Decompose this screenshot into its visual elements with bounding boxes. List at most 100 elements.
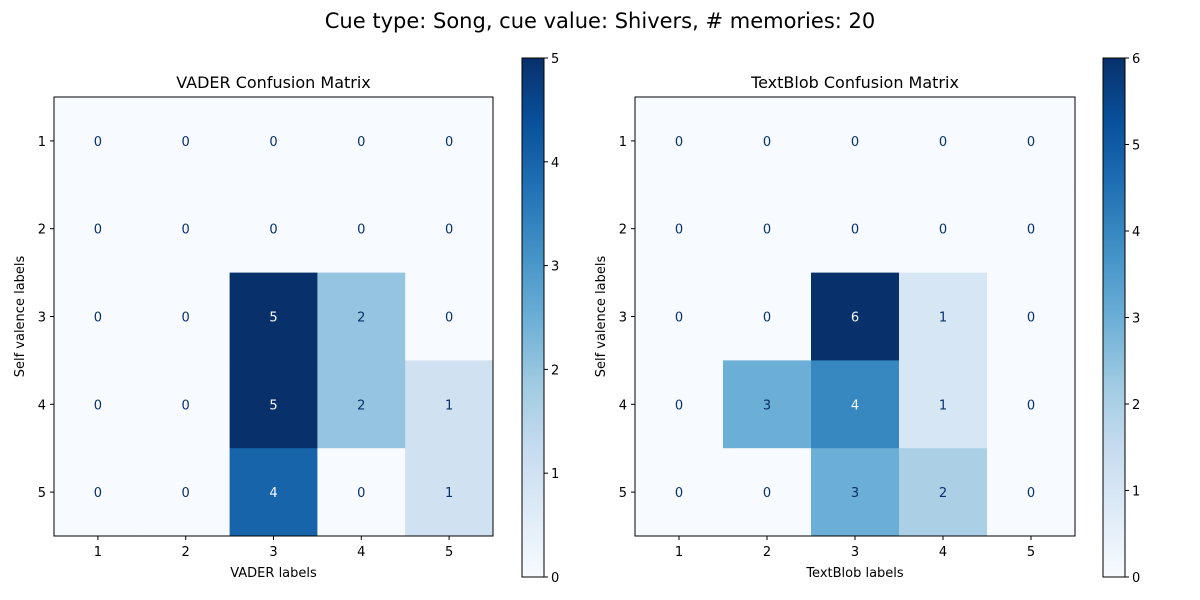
cell-value-label: 0 xyxy=(675,398,683,413)
colorbar-tick-label: 5 xyxy=(551,52,559,67)
x-tick-label: 2 xyxy=(182,545,190,560)
x-tick-label: 4 xyxy=(939,545,947,560)
heatmap-cell xyxy=(987,184,1076,274)
heatmap-cell xyxy=(899,97,988,186)
cell-value-label: 0 xyxy=(851,135,859,150)
cell-value-label: 2 xyxy=(357,311,365,326)
colorbar xyxy=(521,57,545,578)
cell-value-label: 0 xyxy=(445,311,453,326)
heatmap-cell xyxy=(317,272,406,361)
heatmap-cell xyxy=(811,448,900,537)
cell-value-label: 1 xyxy=(445,486,453,501)
heatmap-cell xyxy=(811,97,900,186)
heatmap-cell xyxy=(54,360,143,449)
heatmap-cell xyxy=(54,272,143,361)
heatmap-cell xyxy=(635,272,724,361)
y-tick-label: 5 xyxy=(38,486,46,501)
panels: 0 0 0 0 0 0 0 0 0 0 0 0 5 2 0 0 0 5 2 1 0 0 4 0 1 1 2 3 4 5 1 2 3 4 5 VADER… xyxy=(13,52,1140,586)
heatmap-cell xyxy=(405,448,494,537)
cell-value-label: 1 xyxy=(939,398,947,413)
heatmap-cell xyxy=(405,272,494,361)
cell-value-label: 0 xyxy=(94,486,102,501)
panel-2: 0 0 0 0 0 0 0 0 0 0 0 0 6 1 0 0 3 4 1 0 0 0 3 2 0 1 2 3 4 5 1 2 3 4 5 TextB… xyxy=(594,52,1140,586)
cell-value-label: 0 xyxy=(445,223,453,238)
heatmap-cell xyxy=(635,360,724,449)
colorbar-tick-label: 4 xyxy=(1132,225,1140,240)
heatmap-cell xyxy=(229,272,318,361)
cell-value-label: 0 xyxy=(182,398,190,413)
colorbar-tick-label: 4 xyxy=(551,156,559,171)
heatmap-cell xyxy=(405,97,494,186)
colorbar-tick-label: 3 xyxy=(551,260,559,275)
colorbar xyxy=(1102,57,1126,578)
colorbar-tick-label: 0 xyxy=(551,571,559,586)
cell-value-label: 0 xyxy=(1027,486,1035,501)
heatmap-cell xyxy=(635,448,724,537)
cell-value-label: 0 xyxy=(94,135,102,150)
cell-value-label: 4 xyxy=(851,398,859,413)
cell-value-label: 0 xyxy=(675,135,683,150)
heatmap-cell xyxy=(54,97,143,186)
cell-value-label: 0 xyxy=(763,135,771,150)
heatmap-cell xyxy=(811,360,900,449)
heatmap-cell xyxy=(987,360,1076,449)
heatmap-cell xyxy=(405,184,494,274)
heatmap-cell xyxy=(229,360,318,449)
cell-value-label: 0 xyxy=(1027,311,1035,326)
heatmap-cell xyxy=(317,184,406,274)
x-tick-label: 4 xyxy=(357,545,365,560)
cell-value-label: 0 xyxy=(763,486,771,501)
cell-value-label: 0 xyxy=(269,223,277,238)
x-axis-label: TextBlob labels xyxy=(805,566,904,581)
heatmap-cell xyxy=(229,448,318,537)
heatmap-cell xyxy=(899,448,988,537)
cell-value-label: 2 xyxy=(357,398,365,413)
heatmap-cell xyxy=(141,272,231,361)
y-axis-label: Self valence labels xyxy=(13,255,28,377)
cell-value-label: 1 xyxy=(445,398,453,413)
heatmap-cell xyxy=(723,448,812,537)
cell-value-label: 3 xyxy=(851,486,859,501)
x-tick-label: 1 xyxy=(94,545,102,560)
y-tick-label: 2 xyxy=(38,223,46,238)
cell-value-label: 0 xyxy=(851,223,859,238)
heatmap-cell xyxy=(723,97,812,186)
heatmap-cell xyxy=(229,184,318,274)
heatmap-cell xyxy=(635,97,724,186)
panel-1: 0 0 0 0 0 0 0 0 0 0 0 0 5 2 0 0 0 5 2 1 0 0 4 0 1 1 2 3 4 5 1 2 3 4 5 VADER… xyxy=(13,52,559,586)
heatmap-cell xyxy=(723,184,812,274)
y-tick-label: 4 xyxy=(38,398,46,413)
cell-value-label: 0 xyxy=(763,311,771,326)
cell-value-label: 0 xyxy=(675,223,683,238)
x-tick-label: 2 xyxy=(763,545,771,560)
cell-value-label: 0 xyxy=(357,486,365,501)
cell-value-label: 0 xyxy=(445,135,453,150)
y-tick-label: 1 xyxy=(619,135,627,150)
y-tick-label: 4 xyxy=(619,398,627,413)
x-axis-label: VADER labels xyxy=(230,566,317,581)
cell-value-label: 5 xyxy=(269,311,277,326)
colorbar-tick-label: 0 xyxy=(1132,571,1140,586)
colorbar-tick-label: 2 xyxy=(1132,398,1140,413)
x-tick-label: 5 xyxy=(1027,545,1035,560)
heatmap-cell xyxy=(987,448,1076,537)
heatmap-cell xyxy=(54,184,143,274)
heatmap-cell xyxy=(405,360,494,449)
x-tick-label: 5 xyxy=(445,545,453,560)
heatmap-cell xyxy=(141,448,231,537)
heatmap-cell xyxy=(54,448,143,537)
cell-value-label: 0 xyxy=(939,223,947,238)
cell-value-label: 0 xyxy=(1027,135,1035,150)
colorbar-tick-label: 1 xyxy=(551,467,559,482)
cell-value-label: 0 xyxy=(182,486,190,501)
heatmap-cell xyxy=(141,360,231,449)
heatmap-cell xyxy=(899,360,988,449)
cell-value-label: 0 xyxy=(675,311,683,326)
cell-value-label: 2 xyxy=(939,486,947,501)
cell-value-label: 4 xyxy=(269,486,277,501)
cell-value-label: 0 xyxy=(939,135,947,150)
cell-value-label: 0 xyxy=(182,135,190,150)
heatmap-cell xyxy=(723,360,812,449)
heatmap-cell xyxy=(899,184,988,274)
